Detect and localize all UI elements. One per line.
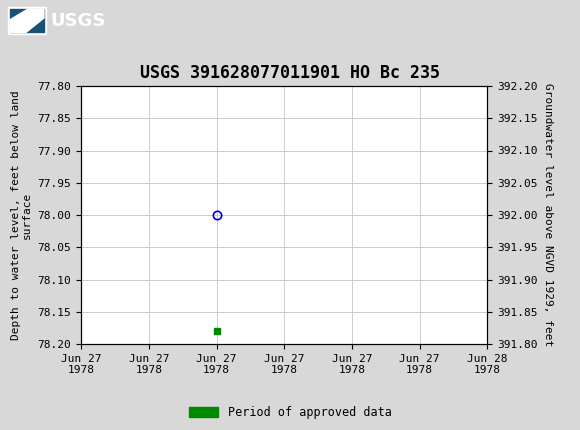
Bar: [8, 7, 46, 34]
Bar: [10, 9, 44, 32]
Polygon shape: [10, 9, 44, 32]
Legend: Period of approved data: Period of approved data: [184, 402, 396, 424]
Y-axis label: Groundwater level above NGVD 1929, feet: Groundwater level above NGVD 1929, feet: [543, 83, 553, 347]
Y-axis label: Depth to water level, feet below land
surface: Depth to water level, feet below land su…: [10, 90, 32, 340]
Text: USGS 391628077011901 HO Bc 235: USGS 391628077011901 HO Bc 235: [140, 64, 440, 82]
Text: USGS: USGS: [50, 12, 106, 30]
